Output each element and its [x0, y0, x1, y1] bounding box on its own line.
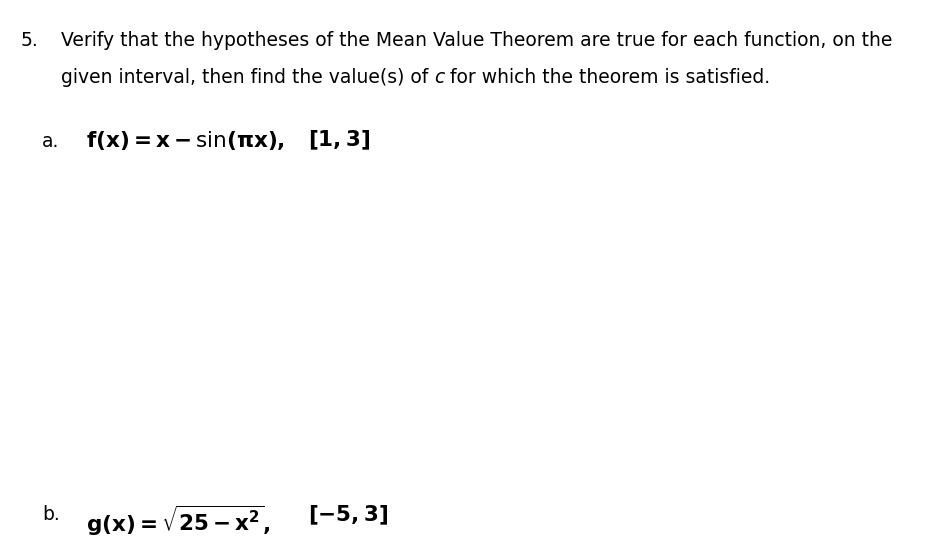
Text: b.: b. — [42, 505, 60, 524]
Text: $\mathbf{[1,3]}$: $\mathbf{[1,3]}$ — [308, 129, 370, 152]
Text: $\mathbf{f(}\mathbf{x}\mathbf{) = x - \sin(\pi x),}$: $\mathbf{f(}\mathbf{x}\mathbf{) = x - \s… — [86, 129, 285, 152]
Text: a.: a. — [42, 132, 60, 151]
Text: given interval, then find the value(s) of: given interval, then find the value(s) o… — [61, 68, 434, 87]
Text: $\mathbf{[-5,3]}$: $\mathbf{[-5,3]}$ — [308, 504, 389, 528]
Text: 5.: 5. — [21, 31, 38, 50]
Text: Verify that the hypotheses of the Mean Value Theorem are true for each function,: Verify that the hypotheses of the Mean V… — [61, 31, 892, 50]
Text: c: c — [434, 68, 445, 87]
Text: for which the theorem is satisfied.: for which the theorem is satisfied. — [445, 68, 771, 87]
Text: $\mathbf{g(x) = \sqrt{25 - x^2},}$: $\mathbf{g(x) = \sqrt{25 - x^2},}$ — [86, 504, 270, 538]
